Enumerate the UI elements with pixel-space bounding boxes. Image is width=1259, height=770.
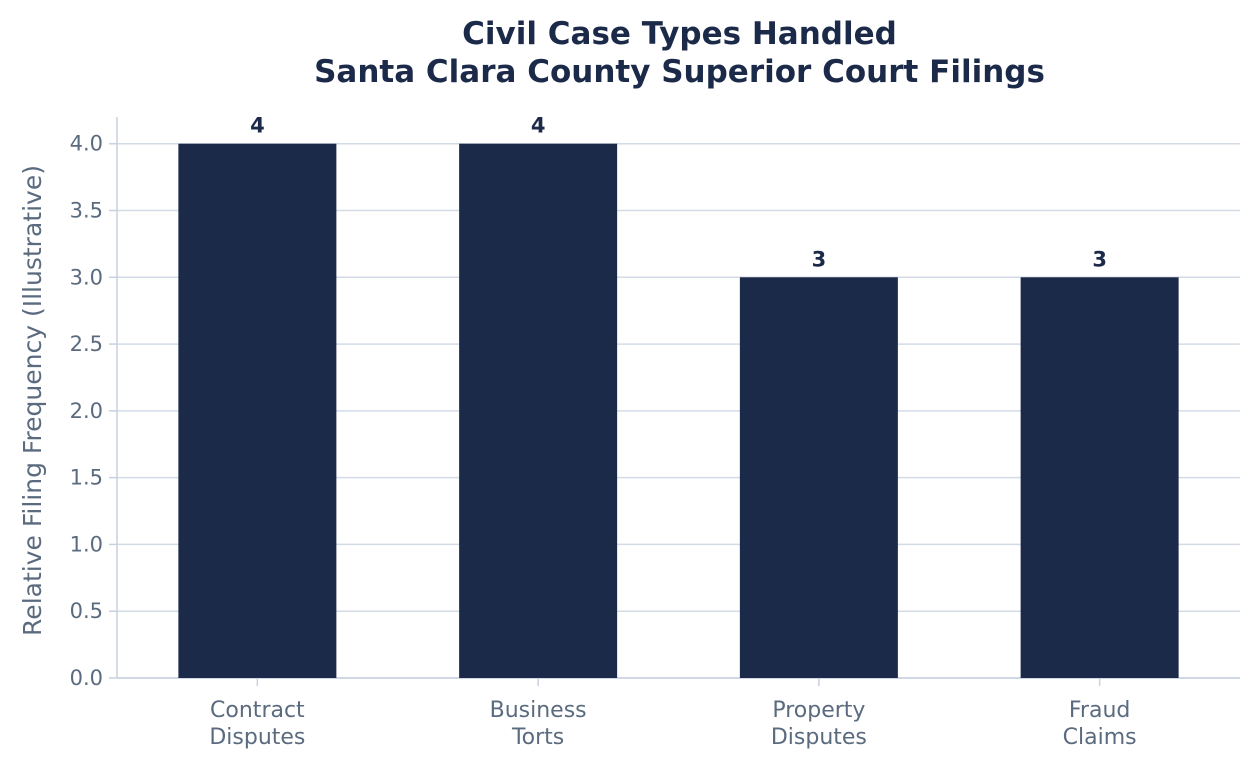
bar <box>739 277 898 678</box>
x-tick-label: Disputes <box>209 725 305 750</box>
y-tick-label: 1.0 <box>70 532 103 556</box>
y-tick-label: 3.0 <box>70 265 103 289</box>
x-tick-label: Business <box>490 698 587 723</box>
x-tick-label: Fraud <box>1069 698 1131 723</box>
y-tick-label: 3.5 <box>70 199 103 223</box>
x-tick-label: Property <box>772 698 865 723</box>
data-label: 4 <box>531 114 546 138</box>
y-tick-label: 2.5 <box>70 332 103 356</box>
y-tick-label: 4.0 <box>70 132 103 156</box>
bar <box>178 143 337 678</box>
data-label: 3 <box>812 247 827 271</box>
data-label: 3 <box>1092 247 1107 271</box>
y-tick-label: 0.0 <box>70 666 103 690</box>
chart-title-line-1: Civil Case Types Handled <box>462 16 897 52</box>
x-tick-label: Torts <box>511 725 564 750</box>
y-tick-label: 1.5 <box>70 466 103 490</box>
chart-subtitle: Santa Clara County Superior Court Filing… <box>314 54 1045 90</box>
bar <box>1020 277 1179 678</box>
x-tick-label: Contract <box>210 698 305 723</box>
bar <box>459 143 618 678</box>
y-tick-label: 0.5 <box>70 599 103 623</box>
x-tick-label: Disputes <box>771 725 867 750</box>
x-tick-label: Claims <box>1063 725 1137 750</box>
y-axis-title: Relative Filing Frequency (Illustrative) <box>18 165 47 636</box>
data-label: 4 <box>250 114 265 138</box>
y-tick-label: 2.0 <box>70 399 103 423</box>
